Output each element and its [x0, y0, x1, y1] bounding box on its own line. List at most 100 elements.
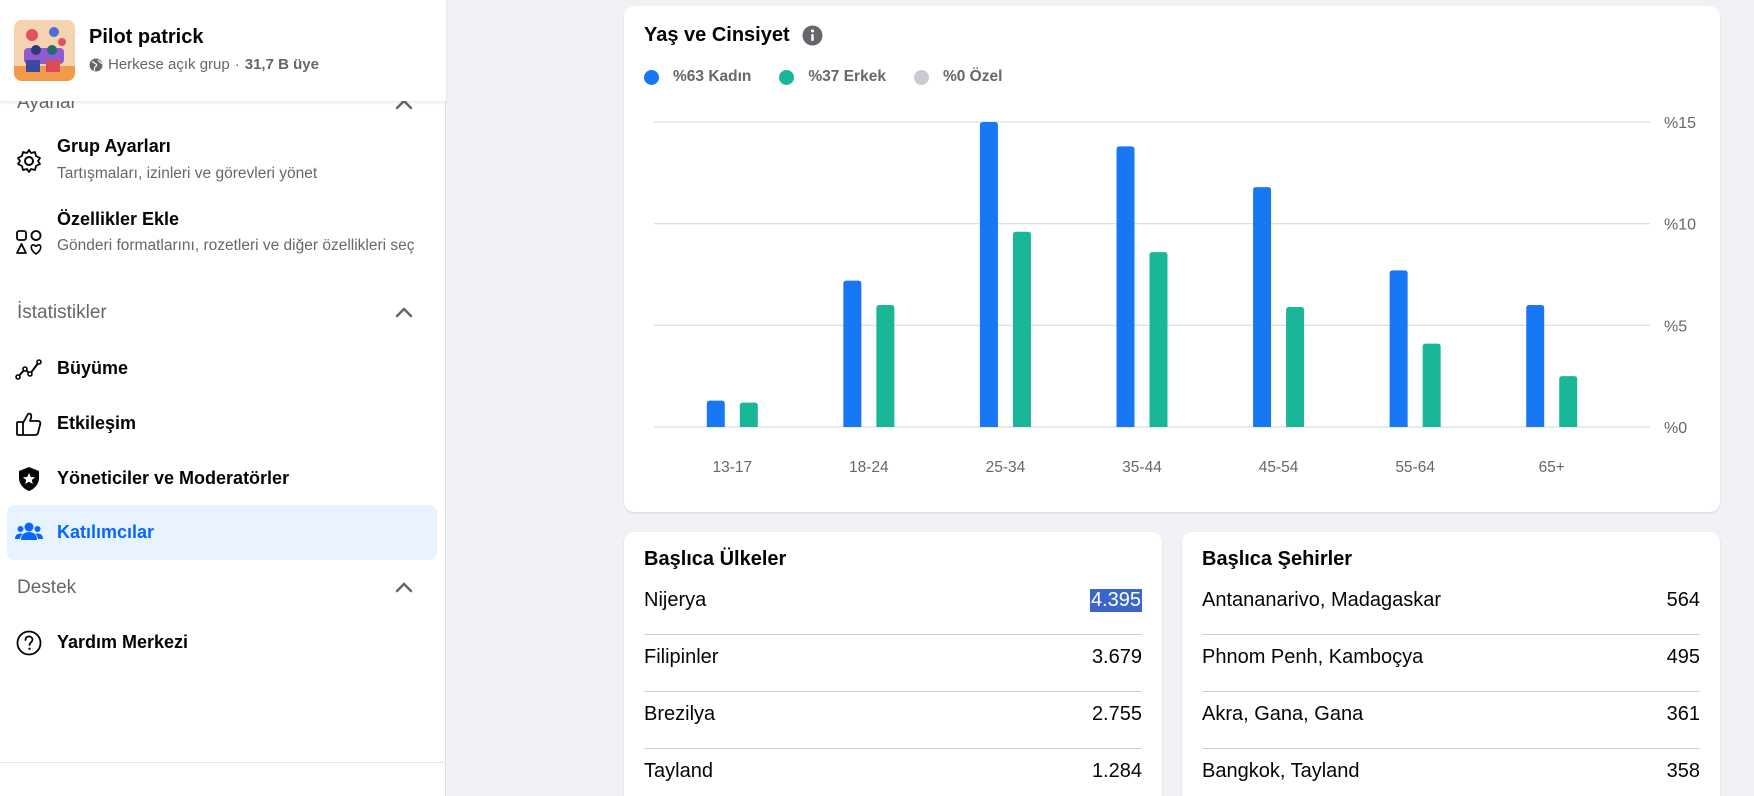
- legend-label-custom: %0 Özel: [942, 68, 1003, 85]
- country-value: 2.755: [1091, 703, 1142, 725]
- x-tick-label: 13-17: [712, 459, 752, 476]
- sidebar-item-admins-moderators[interactable]: Yöneticiler ve Moderatörler: [7, 453, 437, 505]
- group-name[interactable]: Pilot patrick: [89, 26, 204, 48]
- legend-item-women: %63 Kadın: [644, 68, 751, 86]
- legend-dot-custom: [913, 69, 929, 85]
- sidebar-item-desc: Tartışmaları, izinleri ve görevleri yöne…: [57, 165, 318, 182]
- city-name: Bangkok, Tayland: [1202, 760, 1360, 782]
- x-tick-label: 35-44: [1122, 459, 1162, 476]
- shapes-icon: [16, 230, 42, 255]
- sidebar-item-label: Yöneticiler ve Moderatörler: [57, 468, 290, 488]
- sidebar-item-label: Büyüme: [57, 358, 129, 378]
- bar-women-13-17[interactable]: [706, 400, 725, 427]
- x-tick-label: 18-24: [849, 459, 889, 476]
- sidebar-item-group-settings[interactable]: Grup Ayarları Tartışmaları, izinleri ve …: [7, 132, 437, 192]
- top-cities-card: Başlıca Şehirler Antananarivo, Madagaska…: [1182, 532, 1720, 796]
- sidebar-item-label: Katılımcılar: [57, 522, 155, 542]
- age-gender-chart: %0 %5 %10 %15 13-17 18-24 25-34 35-44 45-54 55-64…: [654, 115, 1696, 476]
- group-avatar[interactable]: [14, 20, 75, 81]
- age-gender-card: Yaş ve Cinsiyet %63 Kadın %37 Erkek %0 Ö…: [624, 6, 1720, 512]
- chart-legend: %63 Kadın %37 Erkek %0 Özel: [644, 68, 1002, 86]
- sidebar-item-participants[interactable]: Katılımcılar: [7, 505, 437, 560]
- thumbs-up-icon: [16, 412, 42, 436]
- legend-label-women: %63 Kadın: [673, 68, 752, 85]
- sidebar-item-growth[interactable]: Büyüme: [7, 343, 437, 395]
- globe-icon: [89, 58, 103, 71]
- chevron-up-icon[interactable]: [395, 581, 413, 593]
- top-countries-title: Başlıca Ülkeler: [644, 548, 787, 570]
- info-icon[interactable]: [802, 25, 823, 46]
- section-title-insights: İstatistikler: [17, 302, 107, 323]
- bar-men-65+[interactable]: [1559, 376, 1578, 427]
- sidebar-item-help-center[interactable]: Yardım Merkezi: [7, 617, 437, 669]
- shield-star-icon: [19, 467, 39, 491]
- people-icon: [15, 522, 43, 540]
- sidebar: Ayarlar Grup Ayarları Tartışmaları, izin…: [0, 0, 446, 796]
- chevron-up-icon[interactable]: [395, 98, 413, 110]
- bar-women-18-24[interactable]: [843, 280, 862, 427]
- legend-item-men: %37 Erkek: [779, 68, 886, 86]
- bar-men-45-54[interactable]: [1286, 307, 1305, 427]
- bar-women-65+[interactable]: [1526, 305, 1545, 427]
- x-tick-label: 55-64: [1395, 459, 1435, 476]
- country-value: 4.395: [1089, 589, 1142, 612]
- legend-dot-men: [779, 69, 795, 85]
- legend-dot-women: [644, 69, 659, 85]
- country-row: Filipinler 3.679: [644, 635, 1142, 692]
- city-row: Bangkok, Tayland 358: [1202, 749, 1700, 796]
- group-privacy: Herkese açık grup: [108, 56, 230, 73]
- top-countries-card: Başlıca Ülkeler Nijerya 4.395 Filipinler…: [624, 532, 1162, 796]
- group-meta-separator: ·: [234, 56, 240, 73]
- city-value: 361: [1666, 703, 1700, 725]
- section-title-support: Destek: [17, 577, 77, 598]
- x-tick-label: 45-54: [1259, 459, 1299, 476]
- x-tick-label: 25-34: [986, 459, 1026, 476]
- country-name: Brezilya: [644, 703, 716, 725]
- country-row: Tayland 1.284: [644, 749, 1142, 796]
- gear-icon: [17, 149, 41, 173]
- bar-men-13-17[interactable]: [739, 402, 758, 427]
- country-value: 3.679: [1091, 646, 1142, 668]
- chevron-up-icon[interactable]: [395, 306, 413, 318]
- y-tick-label: %0: [1664, 420, 1687, 437]
- sidebar-item-engagement[interactable]: Etkileşim: [7, 398, 437, 450]
- bar-women-45-54[interactable]: [1253, 187, 1272, 427]
- sidebar-divider: [0, 762, 446, 763]
- group-header: Pilot patrick Herkese açık grup · 31,7 B…: [0, 0, 446, 101]
- sidebar-item-label: Özellikler Ekle: [57, 209, 180, 229]
- sidebar-item-add-features[interactable]: Özellikler Ekle Gönderi formatlarını, ro…: [7, 199, 437, 279]
- age-gender-title: Yaş ve Cinsiyet: [644, 24, 790, 46]
- bar-men-25-34[interactable]: [1012, 231, 1031, 427]
- city-row: Akra, Gana, Gana 361: [1202, 692, 1700, 749]
- country-value: 1.284: [1091, 760, 1142, 782]
- bar-women-55-64[interactable]: [1389, 270, 1408, 427]
- sidebar-item-desc: Gönderi formatlarını, rozetleri ve diğer…: [57, 237, 415, 254]
- question-icon: [16, 630, 42, 656]
- bar-men-55-64[interactable]: [1422, 343, 1441, 427]
- city-value: 495: [1666, 646, 1700, 668]
- country-name: Nijerya: [644, 589, 707, 611]
- bar-men-35-44[interactable]: [1149, 252, 1168, 427]
- city-name: Antananarivo, Madagaskar: [1202, 589, 1442, 611]
- bar-women-35-44[interactable]: [1116, 146, 1135, 427]
- bar-women-25-34[interactable]: [979, 122, 998, 427]
- city-value: 358: [1666, 760, 1700, 782]
- bar-men-18-24[interactable]: [876, 305, 895, 427]
- city-name: Akra, Gana, Gana: [1202, 703, 1364, 725]
- city-value: 564: [1666, 589, 1700, 611]
- city-row: Antananarivo, Madagaskar 564: [1202, 578, 1700, 635]
- country-row: Nijerya 4.395: [644, 578, 1142, 635]
- country-name: Tayland: [644, 760, 713, 782]
- sidebar-item-label: Yardım Merkezi: [57, 632, 189, 652]
- sidebar-item-label: Etkileşim: [57, 413, 137, 433]
- sidebar-item-label: Grup Ayarları: [57, 136, 171, 156]
- group-meta: Herkese açık grup · 31,7 B üye: [89, 56, 319, 73]
- city-name: Phnom Penh, Kamboçya: [1202, 646, 1424, 668]
- y-tick-label: %10: [1664, 217, 1696, 234]
- age-gender-title-row: Yaş ve Cinsiyet: [644, 24, 823, 47]
- y-tick-label: %5: [1664, 318, 1687, 335]
- legend-label-men: %37 Erkek: [808, 68, 886, 85]
- top-cities-title: Başlıca Şehirler: [1202, 548, 1353, 570]
- group-member-count[interactable]: 31,7 B üye: [244, 56, 319, 73]
- y-tick-label: %15: [1664, 115, 1696, 132]
